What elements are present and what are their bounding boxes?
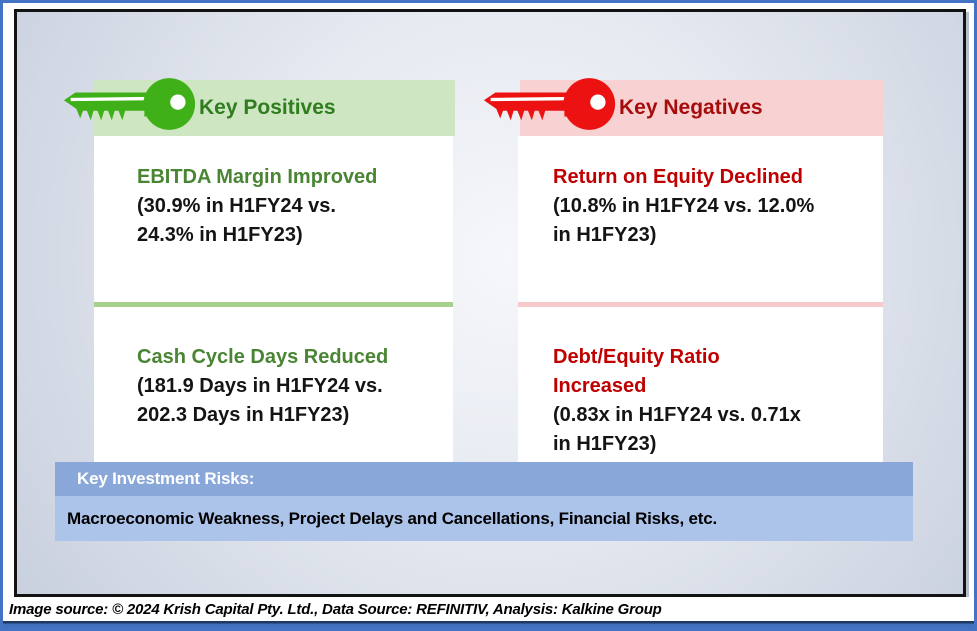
positive-item-1: EBITDA Margin Improved (30.9% in H1FY24 …	[94, 136, 453, 302]
bottom-accent-bar	[3, 621, 974, 628]
positive-item-2-detail-line-2: 202.3 Days in H1FY23)	[137, 404, 350, 426]
footer-strip: Image source: © 2024 Krish Capital Pty. …	[3, 597, 974, 621]
risks-text: Macroeconomic Weakness, Project Delays a…	[67, 508, 717, 528]
positives-card: EBITDA Margin Improved (30.9% in H1FY24 …	[94, 136, 453, 462]
positive-item-1-title: EBITDA Margin Improved	[137, 166, 378, 188]
positives-card-divider	[94, 302, 453, 307]
negative-item-2-detail-line-1: (0.83x in H1FY24 vs. 0.71x	[553, 404, 801, 426]
risks-header-bar: Key Investment Risks:	[55, 462, 913, 496]
negatives-header-label: Key Negatives	[619, 96, 763, 119]
source-attribution: Image source: © 2024 Krish Capital Pty. …	[9, 600, 662, 618]
negative-item-1-detail-line-2: in H1FY23)	[553, 224, 657, 246]
positive-item-1-detail-line-1: (30.9% in H1FY24 vs.	[137, 195, 336, 217]
main-panel: Key Positives Key Negatives EBITDA Margi…	[14, 9, 966, 597]
negative-item-2: Debt/Equity Ratio Increased (0.83x in H1…	[518, 307, 883, 459]
risks-header-label: Key Investment Risks:	[77, 469, 255, 488]
negative-item-1: Return on Equity Declined (10.8% in H1FY…	[518, 136, 883, 302]
negative-item-1-detail-line-1: (10.8% in H1FY24 vs. 12.0%	[553, 195, 815, 217]
positive-item-2-title: Cash Cycle Days Reduced	[137, 346, 389, 368]
positive-item-2-detail-line-1: (181.9 Days in H1FY24 vs.	[137, 375, 383, 397]
negative-item-2-detail-line-2: in H1FY23)	[553, 433, 657, 455]
key-icon-green	[63, 78, 196, 130]
negatives-card-divider	[518, 302, 883, 307]
negative-item-2-title-line-2: Increased	[553, 375, 647, 397]
positive-item-2: Cash Cycle Days Reduced (181.9 Days in H…	[94, 307, 453, 430]
key-icon-red	[483, 78, 616, 130]
negatives-card: Return on Equity Declined (10.8% in H1FY…	[518, 136, 883, 462]
risks-text-bar: Macroeconomic Weakness, Project Delays a…	[55, 496, 913, 541]
positive-item-1-detail-line-2: 24.3% in H1FY23)	[137, 224, 303, 246]
negative-item-2-title-line-1: Debt/Equity Ratio	[553, 346, 720, 368]
negative-item-1-title: Return on Equity Declined	[553, 166, 804, 188]
positives-header-label: Key Positives	[199, 96, 336, 119]
